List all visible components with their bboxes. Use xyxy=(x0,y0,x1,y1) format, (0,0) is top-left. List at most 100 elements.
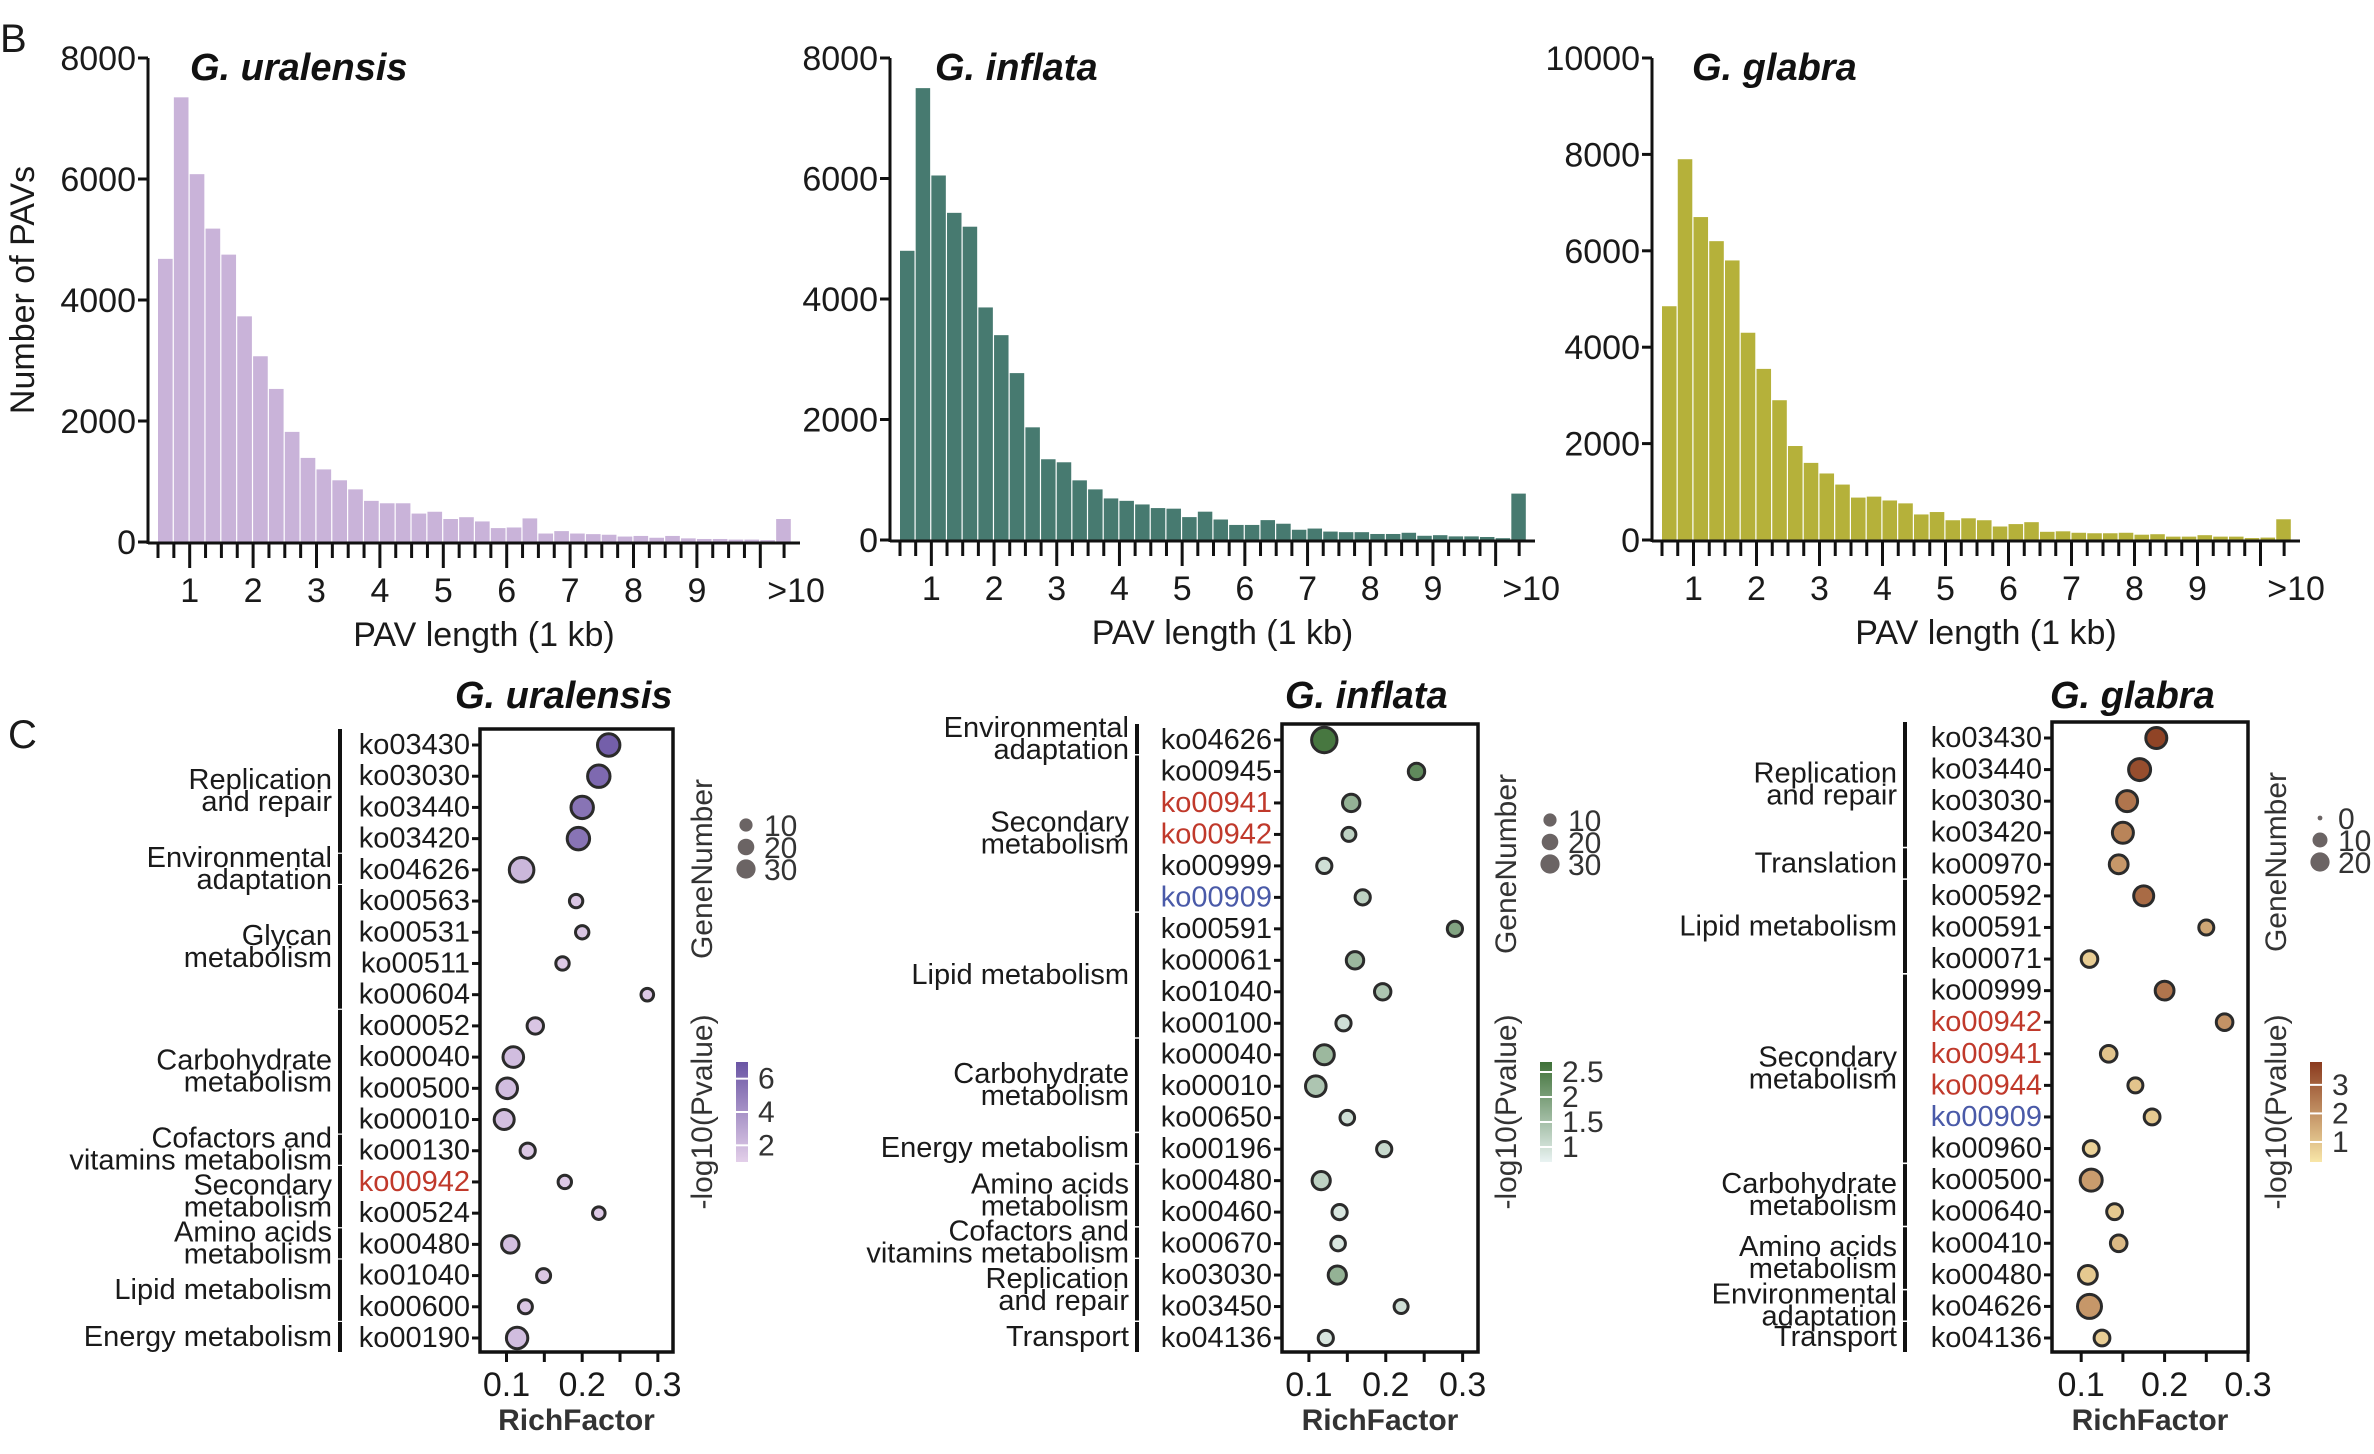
size-legend-dot xyxy=(739,818,753,832)
x-tick-label: 8 xyxy=(624,572,643,610)
size-legend-dot xyxy=(1540,854,1560,874)
histogram-bar xyxy=(268,388,284,542)
histogram-bar xyxy=(1088,489,1103,540)
enrichment-dot xyxy=(1445,919,1465,938)
enrichment-dot xyxy=(1315,856,1334,875)
category-label: Environmental xyxy=(1712,1278,1897,1310)
enrichment-dot xyxy=(596,732,622,758)
histogram-bar xyxy=(1150,508,1166,540)
x-tick-label: 9 xyxy=(687,572,706,610)
pathway-term-label: ko04626 xyxy=(1161,724,1272,756)
category-label: vitamins metabolism xyxy=(69,1145,332,1177)
histogram-bar xyxy=(1432,535,1448,540)
pathway-term-label: ko04136 xyxy=(1931,1322,2042,1354)
category-label: Energy metabolism xyxy=(84,1321,332,1353)
pathway-term-label: ko00563 xyxy=(359,885,470,917)
dotplot-g-glabra: G. glabrako03430ko03440ko03030ko03420ko0… xyxy=(1679,675,2371,1437)
category-label: metabolism xyxy=(184,1067,332,1099)
x-tick-label: 9 xyxy=(1423,570,1442,608)
x-tick-label: 6 xyxy=(1235,570,1254,608)
histogram-bar xyxy=(1072,480,1087,540)
pathway-term-label: ko00909 xyxy=(1931,1101,2042,1133)
enrichment-dot xyxy=(639,986,656,1003)
histogram-bar xyxy=(2071,532,2087,540)
histogram-bar xyxy=(1370,533,1385,540)
category-label: metabolism xyxy=(1749,1190,1897,1222)
y-tick-label: 0 xyxy=(117,524,136,562)
enrichment-dot xyxy=(2115,789,2140,814)
enrichment-dot xyxy=(1338,1108,1357,1127)
x-tick-label: 1 xyxy=(1684,570,1703,608)
species-title: G. uralensis xyxy=(190,47,408,89)
enrichment-dot xyxy=(1341,792,1362,814)
histogram-bar xyxy=(962,226,978,540)
histogram-bar xyxy=(2118,532,2134,540)
pathway-term-label: ko03420 xyxy=(359,823,470,855)
color-legend-label: 1.5 xyxy=(1562,1106,1604,1139)
pathway-term-label: ko00480 xyxy=(1931,1259,2042,1291)
plot-frame xyxy=(2050,720,2250,1354)
histogram-bar xyxy=(316,469,332,542)
histogram-bar xyxy=(1354,532,1370,540)
histogram-bar xyxy=(1914,514,1929,540)
enrichment-dot xyxy=(1310,1170,1332,1192)
histogram-bar xyxy=(1009,373,1025,540)
enrichment-dot xyxy=(2110,820,2135,845)
enrichment-dot xyxy=(567,892,585,910)
histogram-bar xyxy=(1307,528,1323,540)
x-tick-label: 5 xyxy=(1173,570,1192,608)
x-tick-label: 0.1 xyxy=(483,1366,530,1404)
size-legend-label: 10 xyxy=(2338,825,2371,858)
histogram-bar xyxy=(1135,504,1150,540)
enrichment-dot xyxy=(565,825,592,852)
enrichment-dot xyxy=(2126,1076,2145,1095)
enrichment-dot xyxy=(507,856,536,884)
histogram-bar xyxy=(1056,462,1072,540)
histogram-bar xyxy=(570,533,585,542)
species-title: G. inflata xyxy=(935,47,1098,89)
x-tick-label: 0.2 xyxy=(2141,1366,2188,1404)
histogram-bar xyxy=(443,519,458,542)
y-tick-label: 2000 xyxy=(1564,426,1640,464)
enrichment-dot xyxy=(500,1234,521,1255)
size-legend-title: GeneNumber xyxy=(686,779,719,959)
histogram-bar xyxy=(1385,533,1401,540)
histogram-bar xyxy=(1725,260,1740,540)
histogram-bar xyxy=(617,536,633,542)
x-tick-label: 1 xyxy=(922,570,941,608)
x-axis-title: RichFactor xyxy=(498,1404,655,1437)
category-label: Glycan xyxy=(242,920,332,952)
enrichment-dot xyxy=(2079,949,2100,969)
category-label: Cofactors and xyxy=(948,1216,1129,1248)
pathway-term-label: ko00604 xyxy=(359,979,470,1011)
histogram-bar xyxy=(538,533,554,542)
x-axis-title: RichFactor xyxy=(2072,1404,2229,1437)
histogram-bar xyxy=(1992,526,2008,540)
histogram-bar xyxy=(158,258,173,542)
x-tick-label: 0.3 xyxy=(634,1366,681,1404)
size-legend-dot xyxy=(2317,815,2323,821)
histogram-bar xyxy=(1866,496,1882,540)
y-tick-label: 0 xyxy=(1621,522,1640,560)
y-tick-label: 8000 xyxy=(1564,136,1640,174)
category-label: metabolism xyxy=(184,942,332,974)
enrichment-dot xyxy=(1304,1074,1328,1099)
category-label: metabolism xyxy=(184,1238,332,1270)
x-tick-label: 4 xyxy=(1110,570,1129,608)
enrichment-dot xyxy=(516,1298,534,1316)
histogram-bar xyxy=(2213,536,2228,540)
color-legend-label: 3 xyxy=(2332,1069,2349,1102)
histogram-bar xyxy=(189,174,205,542)
category-label: Energy metabolism xyxy=(881,1132,1129,1164)
histogram-bar xyxy=(1756,368,1772,540)
enrichment-dot xyxy=(2214,1012,2235,1033)
color-legend-label: 2 xyxy=(2332,1097,2349,1130)
pathway-term-label: ko00960 xyxy=(1931,1133,2042,1165)
x-tick-label: 4 xyxy=(1873,570,1892,608)
color-legend-label: 1 xyxy=(2332,1126,2349,1159)
color-legend-title: -log10(Pvalue) xyxy=(2260,1014,2293,1209)
pathway-term-label: ko04136 xyxy=(1161,1322,1272,1354)
histogram-bar xyxy=(649,537,664,542)
histogram-bar xyxy=(173,97,189,542)
x-tick-label: 8 xyxy=(1361,570,1380,608)
